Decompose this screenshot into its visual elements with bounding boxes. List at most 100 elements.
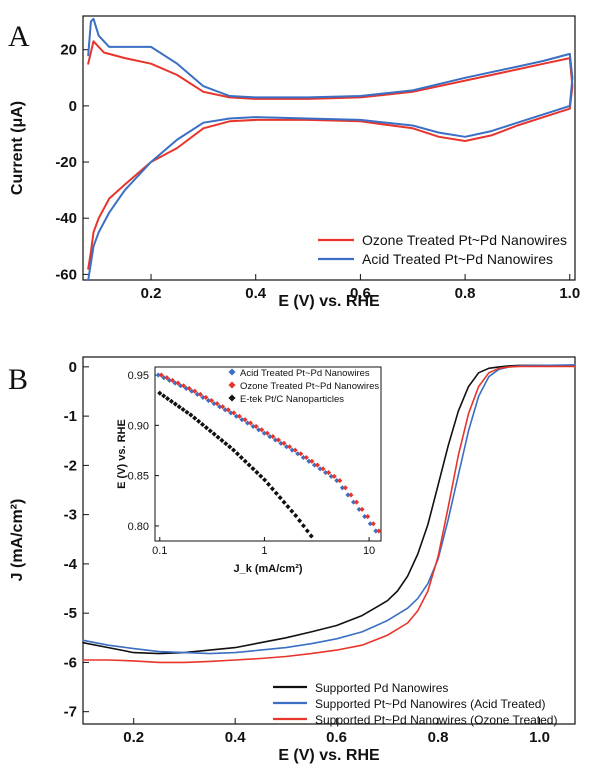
- inset-background: [150, 363, 382, 557]
- inset-point: [236, 413, 242, 419]
- inset-point: [320, 466, 326, 472]
- panel-a-xtick-label: 0.2: [141, 285, 162, 302]
- inset-point: [196, 418, 202, 424]
- panel-b-legend-label: Supported Pd Nanowires: [315, 681, 448, 695]
- inset-point: [165, 396, 171, 402]
- panel-a-ytick-label: -20: [55, 154, 77, 171]
- inset-point: [370, 521, 376, 527]
- inset-point: [304, 528, 310, 534]
- inset-point: [354, 499, 360, 505]
- inset-point: [219, 437, 225, 443]
- inset-point: [184, 409, 190, 415]
- inset-point: [262, 477, 268, 483]
- panel-b-xtick-label: 0.6: [326, 729, 347, 746]
- inset-point: [164, 375, 170, 381]
- inset-point: [189, 388, 195, 394]
- inset-point: [192, 415, 198, 421]
- inset-point: [200, 394, 206, 400]
- inset-point: [289, 508, 295, 514]
- inset-legend-marker: [228, 381, 236, 389]
- panel-a-ytick-label: -40: [55, 210, 77, 227]
- panel-b-legend-label: Supported Pt~Pd Nanowires (Acid Treated): [315, 697, 545, 711]
- inset-point: [207, 428, 213, 434]
- inset-point: [242, 417, 248, 423]
- panel-b-xtick-label: 0.8: [428, 729, 449, 746]
- panel-b-xlabel: E (V) vs. RHE: [278, 747, 380, 764]
- inset-point: [238, 454, 244, 461]
- inset-point: [176, 404, 182, 410]
- inset-point: [211, 431, 217, 437]
- inset-point: [275, 437, 281, 443]
- inset-point: [311, 462, 318, 468]
- inset-point: [317, 466, 323, 472]
- inset-plot: 0.1 1 10 0.95 0.90 0.85 0.80 Acid Treated Pt~Pd…: [128, 368, 382, 557]
- inset-point: [180, 406, 186, 413]
- inset-point: [326, 470, 332, 476]
- inset-point: [250, 466, 256, 472]
- inset-point: [239, 417, 245, 423]
- inset-point: [348, 492, 354, 498]
- inset-point: [292, 447, 298, 453]
- panel-a-xtick-label: 0.6: [350, 285, 371, 302]
- inset-point: [203, 425, 209, 431]
- inset-point: [246, 462, 252, 468]
- inset-point: [211, 401, 217, 407]
- inset-point: [289, 447, 295, 453]
- inset-point: [351, 499, 357, 505]
- panel-a-ytick-label: 20: [60, 42, 77, 59]
- inset-point: [205, 397, 212, 404]
- panel-b-series-line: [82, 365, 576, 664]
- inset-point: [328, 473, 334, 479]
- inset-point: [234, 451, 240, 457]
- inset-point: [231, 447, 237, 453]
- inset-point: [155, 372, 161, 378]
- panel-a-letter: A: [8, 20, 30, 53]
- inset-point: [168, 398, 174, 404]
- inset-point: [175, 380, 181, 386]
- inset-point: [186, 385, 192, 391]
- panel-b-legend-label: Supported Pt~Pd Nanowires (Ozone Treated…: [315, 713, 557, 727]
- inset-point: [356, 506, 362, 512]
- inset-point: [306, 458, 312, 464]
- inset-point: [295, 451, 301, 457]
- inset-point: [359, 506, 365, 512]
- inset-point: [281, 440, 287, 446]
- inset-point: [172, 380, 178, 386]
- panel-a-xtick-label: 0.4: [245, 285, 267, 302]
- inset-point: [194, 391, 200, 397]
- inset-point: [169, 377, 175, 383]
- inset-ytick-label: 0.80: [128, 521, 149, 533]
- inset-point: [248, 420, 254, 426]
- panel-b-ytick-label: -6: [64, 654, 77, 671]
- inset-point: [270, 434, 276, 440]
- inset-point: [256, 427, 262, 433]
- panel-b-frame: [82, 356, 576, 725]
- inset-point: [208, 397, 215, 404]
- panel-b-ytick-label: -5: [64, 605, 77, 622]
- panel-a-xtick-label: 0.8: [455, 285, 476, 302]
- inset-point: [183, 385, 189, 391]
- panel-b-xtick-label: 0.2: [123, 729, 144, 746]
- inset-point: [281, 499, 287, 505]
- inset-legend-marker: [228, 368, 236, 376]
- inset-point: [258, 473, 264, 479]
- inset-ytick-label: 0.90: [128, 420, 149, 432]
- inset-point: [250, 423, 256, 429]
- inset-point: [273, 490, 279, 496]
- inset-ytick-label: 0.95: [128, 370, 149, 382]
- panel-a-frame: [82, 15, 576, 281]
- inset-point: [220, 404, 226, 410]
- inset-point: [231, 410, 237, 416]
- panel-b-plot: 0.2 0.4 0.6 0.8 1.0 0 -1 -2 -3 -4 -5 -6 -7 Supported …: [64, 359, 576, 746]
- inset-point: [300, 454, 306, 461]
- panel-a-legend-label: Ozone Treated Pt~Pd Nanowires: [362, 232, 567, 248]
- inset-point: [287, 444, 293, 450]
- panel-a-plot: 0.2 0.4 0.6 0.8 1.0 20 0 -20 -40 -60 Ozone Treated…: [55, 17, 580, 302]
- inset-point: [254, 469, 260, 475]
- inset-point: [261, 430, 267, 436]
- inset-legend-label: Ozone Treated Pt~Pd Nanowires: [240, 381, 379, 392]
- inset-point: [157, 390, 163, 396]
- inset-point: [365, 514, 371, 520]
- inset-point: [285, 504, 291, 510]
